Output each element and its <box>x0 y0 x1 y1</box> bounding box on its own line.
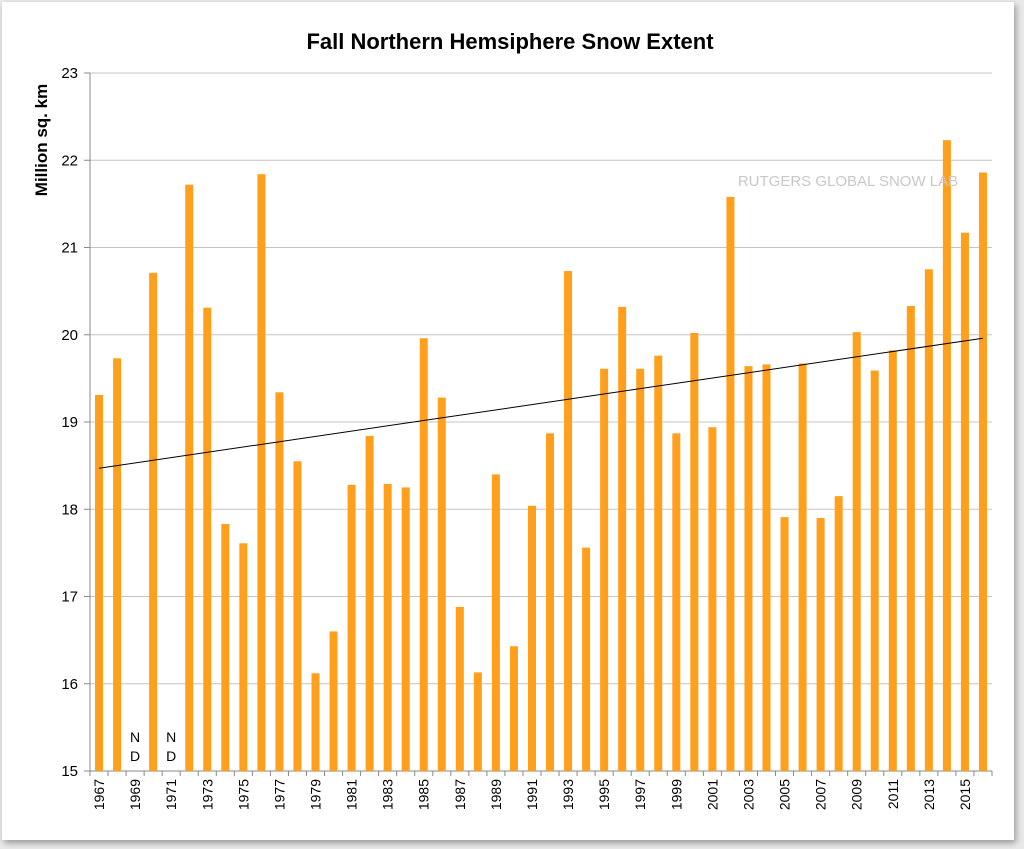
bar <box>311 673 320 771</box>
no-data-label: D <box>166 748 176 764</box>
bar <box>455 606 464 771</box>
x-tick-label: 1995 <box>596 779 612 810</box>
x-tick-label: 2015 <box>957 779 973 810</box>
trendline-group <box>98 337 984 469</box>
bar <box>942 140 951 771</box>
x-tick-label: 1983 <box>380 779 396 810</box>
bar <box>726 196 735 771</box>
bar <box>762 364 771 771</box>
x-tick-label: 1979 <box>308 779 324 810</box>
y-axis-label: Million sq. km <box>32 84 51 196</box>
x-tick-label: 2005 <box>777 779 793 810</box>
y-tick-label: 23 <box>61 65 78 82</box>
trendline <box>98 337 984 469</box>
bar <box>618 306 627 771</box>
bar <box>798 363 807 771</box>
y-tick-label: 16 <box>61 676 78 693</box>
bar <box>401 487 410 771</box>
bar <box>870 370 879 771</box>
x-tick-label: 1969 <box>127 779 143 810</box>
y-tick-label: 21 <box>61 240 78 257</box>
bar <box>978 172 987 772</box>
chart-title: Fall Northern Hemsiphere Snow Extent <box>306 29 714 54</box>
x-tick-label: 2003 <box>740 779 756 810</box>
bar <box>527 505 536 771</box>
bar <box>690 333 699 771</box>
x-tick-label: 1971 <box>163 779 179 810</box>
x-tick-label: 2009 <box>849 779 865 810</box>
bar <box>816 517 825 771</box>
x-tick-label: 2011 <box>885 779 901 809</box>
x-tick-label: 1999 <box>668 779 684 810</box>
bar <box>636 368 645 771</box>
watermark: RUTGERS GLOBAL SNOW LAB <box>738 173 958 190</box>
bar <box>672 433 681 771</box>
no-data-label: D <box>130 748 140 764</box>
bar <box>185 184 194 771</box>
bar <box>149 272 158 771</box>
no-data-label: N <box>166 729 176 745</box>
x-tick-label: 1987 <box>452 779 468 810</box>
bar <box>383 483 392 771</box>
bar <box>546 433 555 771</box>
y-tick-label: 17 <box>61 589 78 606</box>
bar <box>906 305 915 771</box>
bar <box>744 366 753 771</box>
x-tick-label: 1991 <box>524 779 540 810</box>
x-tick-label: 2013 <box>921 779 937 810</box>
x-tick-label: 1993 <box>560 779 576 810</box>
bar <box>293 461 302 771</box>
bar <box>564 271 573 771</box>
bar <box>708 427 717 771</box>
x-tick-label: 1975 <box>235 779 251 810</box>
bar <box>95 394 104 771</box>
x-tick-label: 2001 <box>704 779 720 810</box>
bar <box>491 474 500 771</box>
bar <box>834 496 843 771</box>
bar <box>203 307 212 771</box>
y-tick-labels: 15 16 17 18 19 20 21 22 23 <box>61 65 78 780</box>
bar <box>239 543 248 771</box>
bar <box>329 631 338 771</box>
bar <box>113 358 122 771</box>
bar <box>509 646 518 771</box>
y-tick-label: 15 <box>61 763 78 780</box>
bar <box>852 332 861 771</box>
y-tick-label: 18 <box>61 501 78 518</box>
bar <box>780 517 789 771</box>
bar <box>347 484 356 771</box>
bar <box>960 232 969 772</box>
bar <box>473 672 482 771</box>
bar <box>365 435 374 771</box>
bar <box>257 174 266 771</box>
x-tick-label: 1997 <box>632 779 648 810</box>
bar <box>275 392 284 771</box>
x-tick-label: 1989 <box>488 779 504 810</box>
bar <box>221 524 230 771</box>
no-data-label: N <box>130 729 140 745</box>
x-tick-label: 1967 <box>91 779 107 810</box>
bar-chart: Fall Northern Hemsiphere Snow Extent Mil… <box>32 29 993 810</box>
x-tick-label: 1977 <box>271 779 287 810</box>
bar <box>888 350 897 771</box>
bar <box>437 397 446 771</box>
chart-frame: Fall Northern Hemsiphere Snow Extent Mil… <box>2 2 1014 840</box>
bar <box>419 338 428 771</box>
bar <box>924 269 933 771</box>
bar <box>582 547 591 771</box>
x-tick-label: 1981 <box>344 779 360 810</box>
bar <box>654 355 663 771</box>
x-tick-label: 1985 <box>416 779 432 810</box>
bar <box>600 368 609 771</box>
x-tick-label: 1973 <box>199 779 215 810</box>
bars <box>95 140 987 772</box>
y-tick-label: 20 <box>61 327 78 344</box>
x-tick-labels: 1967 1969 1971 1973 1975 1977 1979 1981 1983 1985… <box>91 779 973 810</box>
y-tick-label: 19 <box>61 414 78 431</box>
y-tick-label: 22 <box>61 152 78 169</box>
x-tick-label: 2007 <box>813 779 829 810</box>
